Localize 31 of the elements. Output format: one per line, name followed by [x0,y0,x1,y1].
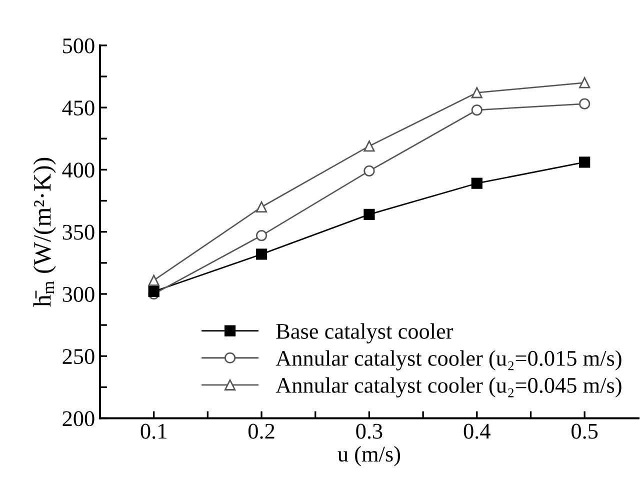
point [256,201,268,213]
point [579,98,590,110]
point [256,230,268,242]
legend-label: Annular catalyst cooler (u₂=0.045 m/s) [276,377,622,398]
x-tick-label: 0.4 [464,424,490,439]
point [364,165,375,176]
y-tick-label: 450 [62,100,94,116]
point [579,77,590,88]
x-tick-label: 0.2 [248,424,274,439]
y-tick-label: 500 [63,38,94,54]
point [471,87,482,98]
y-tick-label: 300 [62,286,94,302]
point [471,178,482,189]
x-axis-title: u (m/s) [338,446,400,466]
point [364,208,375,220]
y-tick-label: 200 [62,411,94,426]
x-tick-label: 0.3 [356,424,382,439]
x-tick-label: 0.5 [572,424,598,439]
legend-label: Base catalyst cooler [276,323,454,344]
y-axis-title: h̄$_{m}$ (W/(m²·K)) [33,158,56,307]
point [256,248,268,260]
point [364,140,375,152]
point [148,286,160,298]
point [148,274,160,286]
point [579,156,590,168]
y-tick-label: 350 [62,224,94,240]
point [471,104,482,116]
y-tick-label: 250 [62,349,94,364]
x-tick-label: 0.1 [140,424,166,439]
legend-label: Annular catalyst cooler (u₂=0.015 m/s) [276,350,622,370]
y-tick-label: 400 [62,162,94,178]
